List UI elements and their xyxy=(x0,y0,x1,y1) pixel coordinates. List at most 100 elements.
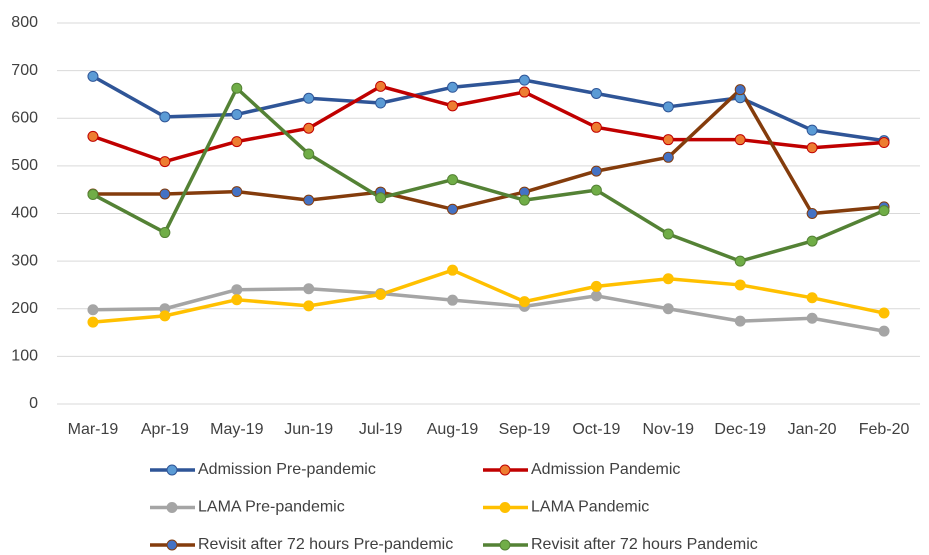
legend-label: Revisit after 72 hours Pre-pandemic xyxy=(198,536,453,553)
y-tick-label: 800 xyxy=(11,14,38,31)
data-point xyxy=(662,228,674,240)
data-point xyxy=(590,184,602,196)
data-point xyxy=(231,108,243,120)
data-point xyxy=(447,294,459,306)
y-tick-label: 700 xyxy=(11,62,38,79)
data-point xyxy=(806,312,818,324)
data-point xyxy=(375,80,387,92)
legend-marker xyxy=(166,539,178,551)
data-point xyxy=(231,284,243,296)
y-tick-label: 0 xyxy=(29,395,38,412)
x-tick-label: Nov-19 xyxy=(643,421,695,438)
legend-label: Revisit after 72 hours Pandemic xyxy=(531,536,758,553)
data-point xyxy=(518,86,530,98)
legend-item: Revisit after 72 hours Pandemic xyxy=(483,536,758,553)
legend-item: LAMA Pre-pandemic xyxy=(150,499,345,516)
x-tick-label: Feb-20 xyxy=(859,421,910,438)
data-point xyxy=(231,82,243,94)
legend-item: Admission Pandemic xyxy=(483,461,680,478)
data-point xyxy=(303,300,315,312)
legend-item: LAMA Pandemic xyxy=(483,499,649,516)
legend-marker xyxy=(166,502,178,513)
series-line xyxy=(92,84,885,164)
data-point xyxy=(87,316,99,328)
data-point xyxy=(806,124,818,136)
data-point xyxy=(159,188,171,200)
series-line xyxy=(92,86,885,263)
series-line xyxy=(92,286,885,333)
data-point xyxy=(87,304,99,316)
legend-label: Admission Pandemic xyxy=(531,461,680,478)
data-point xyxy=(303,92,315,104)
legend-label: LAMA Pandemic xyxy=(531,499,649,516)
data-point xyxy=(806,292,818,304)
data-point xyxy=(447,81,459,93)
data-point xyxy=(159,111,171,123)
data-point xyxy=(878,307,890,319)
data-point xyxy=(662,303,674,315)
series-line xyxy=(92,268,885,324)
legend-item: Revisit after 72 hours Pre-pandemic xyxy=(150,536,453,553)
data-point xyxy=(447,264,459,276)
legend-label: Admission Pre-pandemic xyxy=(198,461,376,478)
data-point xyxy=(590,290,602,302)
data-point xyxy=(518,194,530,206)
data-point xyxy=(662,101,674,113)
x-tick-label: Jun-19 xyxy=(284,421,333,438)
data-point xyxy=(375,97,387,109)
x-tick-label: Sep-19 xyxy=(499,421,551,438)
data-point xyxy=(878,205,890,217)
x-tick-label: Dec-19 xyxy=(714,421,766,438)
data-point xyxy=(87,70,99,82)
data-point xyxy=(87,188,99,200)
x-tick-label: Mar-19 xyxy=(68,421,119,438)
data-point xyxy=(806,208,818,219)
data-point xyxy=(231,294,243,306)
data-point xyxy=(375,192,387,204)
data-point xyxy=(159,156,171,168)
y-tick-label: 400 xyxy=(11,205,38,222)
data-point xyxy=(303,148,315,160)
data-point xyxy=(806,235,818,247)
data-point xyxy=(87,130,99,142)
data-point xyxy=(734,315,746,327)
y-tick-label: 500 xyxy=(11,157,38,174)
data-point xyxy=(734,134,746,146)
series-line xyxy=(92,87,885,216)
data-point xyxy=(231,136,243,148)
legend-item: Admission Pre-pandemic xyxy=(150,461,376,478)
data-point xyxy=(447,203,459,215)
x-tick-label: Jan-20 xyxy=(788,421,837,438)
legend-marker xyxy=(499,464,511,476)
data-point xyxy=(734,279,746,291)
data-point xyxy=(590,121,602,133)
y-tick-label: 200 xyxy=(11,300,38,317)
legend-marker xyxy=(499,502,511,513)
data-point xyxy=(734,84,746,96)
data-point xyxy=(662,273,674,285)
data-point xyxy=(518,296,530,308)
data-point xyxy=(590,87,602,99)
x-tick-label: Aug-19 xyxy=(427,421,479,438)
x-tick-label: Apr-19 xyxy=(141,421,189,438)
data-point xyxy=(447,174,459,186)
data-point xyxy=(159,227,171,239)
x-tick-label: Oct-19 xyxy=(572,421,620,438)
data-point xyxy=(590,165,602,177)
data-point xyxy=(662,134,674,146)
data-point xyxy=(878,325,890,337)
data-point xyxy=(590,280,602,292)
legend-label: LAMA Pre-pandemic xyxy=(198,499,345,516)
data-point xyxy=(518,74,530,86)
data-point xyxy=(231,186,243,198)
data-point xyxy=(878,137,890,149)
data-point xyxy=(303,122,315,134)
y-tick-label: 600 xyxy=(11,109,38,126)
y-tick-label: 100 xyxy=(11,348,38,365)
y-tick-label: 300 xyxy=(11,252,38,269)
data-point xyxy=(375,288,387,300)
x-tick-label: Jul-19 xyxy=(359,421,403,438)
legend-marker xyxy=(499,539,511,551)
legend-marker xyxy=(166,464,178,476)
